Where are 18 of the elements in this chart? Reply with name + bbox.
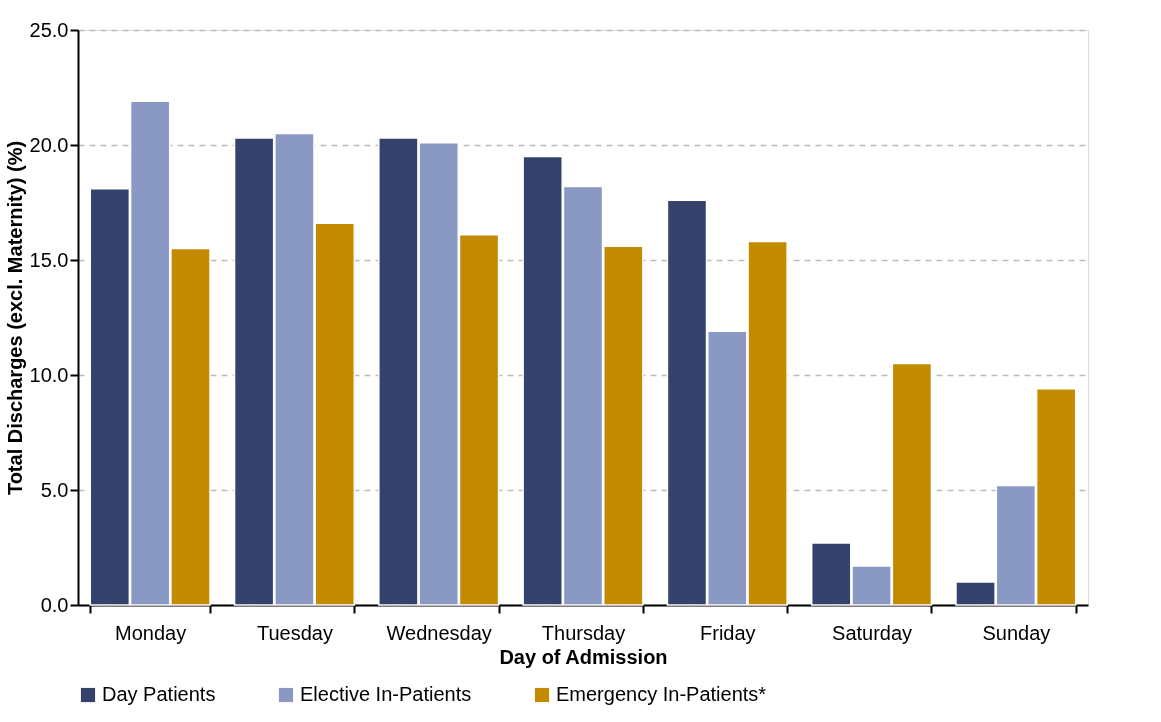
x-tick-label: Sunday [982, 621, 1051, 644]
x-axis-title: Day of Admission [499, 645, 668, 668]
x-tick-label: Friday [700, 621, 756, 644]
y-tick-label: 25.0 [29, 18, 69, 41]
x-tick-label: Wednesday [386, 621, 492, 644]
y-tick-label: 5.0 [40, 478, 69, 501]
y-tick-label: 15.0 [29, 248, 69, 271]
y-tick-label: 10.0 [29, 363, 69, 386]
x-tick-label: Monday [115, 621, 187, 644]
x-tick-label: Tuesday [256, 621, 333, 644]
y-tick-label: 0.0 [40, 593, 69, 616]
legend-label: Elective In-Patients [300, 683, 472, 705]
y-axis-title: Total Discharges (excl. Maternity) (%) [3, 140, 26, 496]
x-tick-label: Thursday [541, 621, 626, 644]
y-tick-label: 20.0 [29, 133, 69, 156]
x-tick-label: Saturday [832, 621, 913, 644]
legend-label: Day Patients [102, 683, 216, 705]
legend-label: Emergency In-Patients* [556, 683, 767, 705]
